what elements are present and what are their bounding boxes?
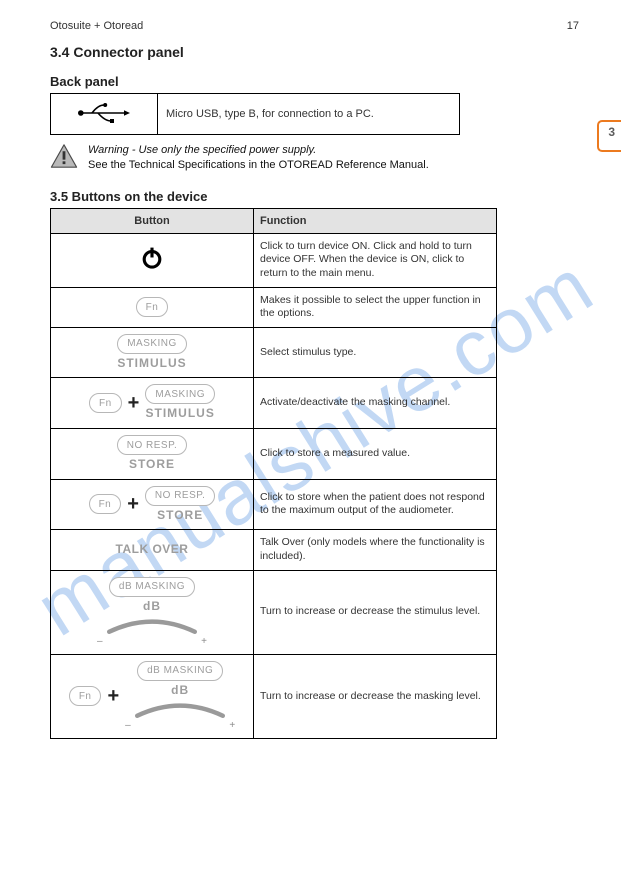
plus-sign: + bbox=[201, 635, 207, 648]
table-row: NO RESP. STORE Click to store a measured… bbox=[51, 429, 497, 480]
stimulus-label: STIMULUS bbox=[146, 406, 215, 422]
usb-table: Micro USB, type B, for connection to a P… bbox=[50, 93, 460, 135]
fn-key-icon: Fn bbox=[69, 686, 102, 706]
fn-key-icon: Fn bbox=[89, 494, 122, 514]
table-row: MASKING STIMULUS Select stimulus type. bbox=[51, 327, 497, 378]
section-title-3-5: 3.5 Buttons on the device bbox=[50, 189, 579, 204]
function-cell: Talk Over (only models where the functio… bbox=[254, 530, 497, 570]
fn-key-icon: Fn bbox=[89, 393, 122, 413]
table-row: Fn + NO RESP. STORE Click to store when … bbox=[51, 479, 497, 530]
table-row: Fn + MASKING STIMULUS Activate/deactivat… bbox=[51, 378, 497, 429]
usb-icon bbox=[76, 103, 132, 123]
plus-icon: + bbox=[128, 393, 140, 413]
minus-sign: – bbox=[125, 719, 131, 732]
function-cell: Makes it possible to select the upper fu… bbox=[254, 287, 497, 327]
function-cell: Click to turn device ON. Click and hold … bbox=[254, 233, 497, 287]
plus-icon: + bbox=[107, 686, 119, 706]
db-dial-icon: – + bbox=[97, 616, 207, 648]
page-number-side: 3 bbox=[608, 125, 615, 139]
db-label: dB bbox=[171, 683, 189, 699]
talkover-label: TALK OVER bbox=[116, 542, 189, 556]
stimulus-label: STIMULUS bbox=[117, 356, 186, 372]
function-cell: Select stimulus type. bbox=[254, 327, 497, 378]
dbmasking-pill-icon: dB MASKING bbox=[109, 577, 195, 597]
page-number-top: 17 bbox=[567, 20, 579, 32]
store-label: STORE bbox=[157, 508, 203, 524]
table-row: Fn + dB MASKING dB – + bbox=[51, 654, 497, 738]
db-dial-icon: – + bbox=[125, 700, 235, 732]
store-label: STORE bbox=[129, 457, 175, 473]
db-label: dB bbox=[143, 599, 161, 615]
power-icon bbox=[139, 245, 165, 271]
button-cell-fn-stimulus: Fn + MASKING STIMULUS bbox=[51, 378, 254, 429]
button-cell-fn: Fn bbox=[51, 287, 254, 327]
table-row: Micro USB, type B, for connection to a P… bbox=[51, 94, 460, 135]
table-row: Fn Makes it possible to select the upper… bbox=[51, 287, 497, 327]
table-row: dB MASKING dB – + Turn to bbox=[51, 570, 497, 654]
usb-description: Micro USB, type B, for connection to a P… bbox=[158, 94, 460, 135]
col-function-header: Function bbox=[254, 208, 497, 233]
button-cell-talkover: TALK OVER bbox=[51, 530, 254, 570]
warning-line-1: Warning - Use only the specified power s… bbox=[88, 144, 316, 156]
breadcrumb: Otosuite + Otoread bbox=[50, 20, 143, 32]
button-cell-fn-store: Fn + NO RESP. STORE bbox=[51, 479, 254, 530]
fn-key-icon: Fn bbox=[136, 297, 169, 317]
table-header-row: Button Function bbox=[51, 208, 497, 233]
section-title-3-4: 3.4 Connector panel bbox=[50, 44, 579, 60]
table-row: Click to turn device ON. Click and hold … bbox=[51, 233, 497, 287]
button-cell-stimulus: MASKING STIMULUS bbox=[51, 327, 254, 378]
button-cell-db: dB MASKING dB – + bbox=[51, 570, 254, 654]
button-cell-fn-db: Fn + dB MASKING dB – + bbox=[51, 654, 254, 738]
warning-icon bbox=[50, 143, 78, 169]
back-panel-heading: Back panel bbox=[50, 74, 579, 89]
warning-block: Warning - Use only the specified power s… bbox=[50, 143, 579, 173]
function-cell: Turn to increase or decrease the stimulu… bbox=[254, 570, 497, 654]
button-cell-store: NO RESP. STORE bbox=[51, 429, 254, 480]
plus-sign: + bbox=[229, 719, 235, 732]
masking-pill-icon: MASKING bbox=[145, 384, 215, 404]
page-header: Otosuite + Otoread 17 bbox=[50, 20, 579, 32]
function-cell: Activate/deactivate the masking channel. bbox=[254, 378, 497, 429]
masking-pill-icon: MASKING bbox=[117, 334, 187, 354]
dbmasking-pill-icon: dB MASKING bbox=[137, 661, 223, 681]
usb-icon-cell bbox=[51, 94, 158, 135]
minus-sign: – bbox=[97, 635, 103, 648]
button-cell-power bbox=[51, 233, 254, 287]
table-row: TALK OVER Talk Over (only models where t… bbox=[51, 530, 497, 570]
function-cell: Click to store a measured value. bbox=[254, 429, 497, 480]
function-cell: Turn to increase or decrease the masking… bbox=[254, 654, 497, 738]
plus-icon: + bbox=[127, 494, 139, 514]
noresp-pill-icon: NO RESP. bbox=[117, 435, 188, 455]
noresp-pill-icon: NO RESP. bbox=[145, 486, 216, 506]
col-button-header: Button bbox=[51, 208, 254, 233]
warning-line-2: See the Technical Specifications in the … bbox=[88, 159, 429, 171]
function-cell: Click to store when the patient does not… bbox=[254, 479, 497, 530]
buttons-table: Button Function Click to turn device ON.… bbox=[50, 208, 497, 739]
